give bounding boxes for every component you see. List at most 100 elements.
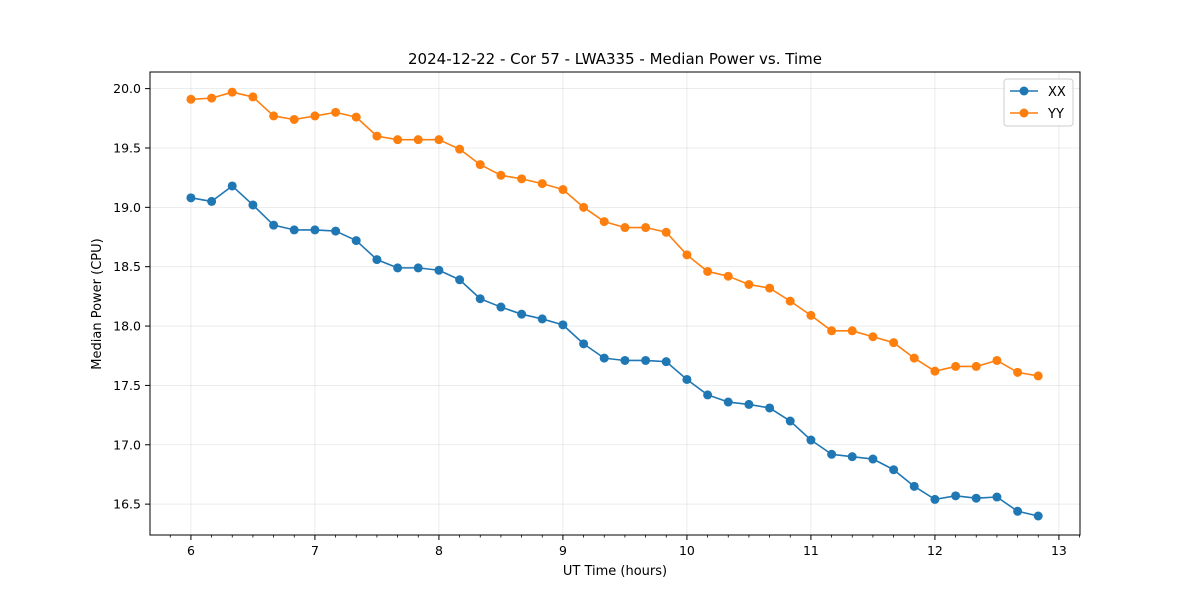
plot-frame bbox=[149, 71, 1081, 536]
data-point-yy bbox=[186, 94, 196, 104]
y-tick-label: 16.5 bbox=[113, 497, 141, 512]
data-point-yy bbox=[413, 135, 423, 145]
data-point-yy bbox=[785, 296, 795, 306]
grid-lines bbox=[150, 72, 1080, 535]
data-point-xx bbox=[1033, 511, 1043, 521]
data-point-xx bbox=[475, 294, 485, 304]
data-point-yy bbox=[930, 366, 940, 376]
data-point-yy bbox=[248, 92, 258, 102]
data-point-xx bbox=[703, 390, 713, 400]
data-point-xx bbox=[289, 225, 299, 235]
data-point-yy bbox=[744, 280, 754, 290]
data-point-yy bbox=[1013, 367, 1023, 377]
data-point-xx bbox=[620, 355, 630, 365]
data-point-yy bbox=[1033, 371, 1043, 381]
data-point-yy bbox=[227, 87, 237, 97]
data-point-yy bbox=[661, 227, 671, 237]
legend-label-yy: YY bbox=[1047, 107, 1064, 122]
data-point-xx bbox=[889, 465, 899, 475]
data-point-yy bbox=[372, 131, 382, 141]
x-axis: 6 7 8 9 10 11 12 13 bbox=[169, 535, 1080, 558]
data-point-xx bbox=[827, 449, 837, 459]
data-point-xx bbox=[723, 397, 733, 407]
legend: XX YY bbox=[1003, 78, 1074, 127]
data-point-xx bbox=[227, 181, 237, 191]
x-axis-label: UT Time (hours) bbox=[563, 564, 667, 579]
data-point-yy bbox=[455, 144, 465, 154]
data-point-yy bbox=[579, 202, 589, 212]
y-tick-label: 17.5 bbox=[113, 378, 141, 393]
x-tick-label: 6 bbox=[187, 543, 195, 558]
data-point-xx bbox=[248, 200, 258, 210]
data-point-yy bbox=[310, 111, 320, 121]
data-point-yy bbox=[351, 112, 361, 122]
y-tick-label: 20.0 bbox=[113, 81, 141, 96]
x-tick-label: 8 bbox=[435, 543, 443, 558]
legend-label-xx: XX bbox=[1048, 85, 1066, 100]
legend-marker-yy bbox=[1019, 108, 1029, 118]
data-point-xx bbox=[186, 193, 196, 203]
data-point-yy bbox=[909, 353, 919, 363]
data-point-xx bbox=[641, 355, 651, 365]
y-tick-label: 17.0 bbox=[113, 437, 141, 452]
data-point-yy bbox=[827, 326, 837, 336]
data-point-xx bbox=[496, 302, 506, 312]
data-point-xx bbox=[517, 309, 527, 319]
data-point-xx bbox=[765, 403, 775, 413]
y-axis-label: Median Power (CPU) bbox=[90, 238, 105, 369]
data-point-xx bbox=[537, 314, 547, 324]
data-point-xx bbox=[269, 220, 279, 230]
data-point-yy bbox=[599, 217, 609, 227]
data-point-yy bbox=[641, 223, 651, 233]
data-point-xx bbox=[413, 263, 423, 273]
data-point-yy bbox=[558, 185, 568, 195]
data-point-xx bbox=[579, 339, 589, 349]
data-point-xx bbox=[785, 416, 795, 426]
series-xx bbox=[186, 181, 1043, 521]
data-point-xx bbox=[331, 226, 341, 236]
data-point-xx bbox=[372, 255, 382, 265]
y-tick-label: 18.0 bbox=[113, 319, 141, 334]
data-point-xx bbox=[909, 481, 919, 491]
data-point-xx bbox=[847, 452, 857, 462]
data-point-yy bbox=[992, 355, 1002, 365]
data-point-xx bbox=[951, 491, 961, 501]
data-point-xx bbox=[351, 236, 361, 246]
data-point-yy bbox=[971, 361, 981, 371]
data-point-xx bbox=[806, 435, 816, 445]
data-point-xx bbox=[434, 265, 444, 275]
y-tick-label: 18.5 bbox=[113, 259, 141, 274]
data-point-yy bbox=[537, 179, 547, 189]
data-point-xx bbox=[661, 357, 671, 367]
data-point-xx bbox=[868, 454, 878, 464]
x-tick-label: 7 bbox=[311, 543, 319, 558]
data-point-yy bbox=[434, 135, 444, 145]
x-tick-label: 9 bbox=[559, 543, 567, 558]
data-point-xx bbox=[930, 494, 940, 504]
y-tick-label: 19.0 bbox=[113, 200, 141, 215]
data-point-yy bbox=[847, 326, 857, 336]
data-point-yy bbox=[951, 361, 961, 371]
data-point-xx bbox=[992, 492, 1002, 502]
data-point-yy bbox=[703, 266, 713, 276]
data-point-xx bbox=[207, 196, 217, 206]
data-point-yy bbox=[620, 223, 630, 233]
data-point-xx bbox=[455, 275, 465, 285]
data-point-yy bbox=[868, 332, 878, 342]
data-point-yy bbox=[889, 338, 899, 348]
data-point-xx bbox=[310, 225, 320, 235]
series-layer bbox=[186, 87, 1043, 521]
data-point-yy bbox=[806, 310, 816, 320]
x-tick-label: 13 bbox=[1051, 543, 1067, 558]
chart-title: 2024-12-22 - Cor 57 - LWA335 - Median Po… bbox=[408, 50, 822, 68]
data-point-yy bbox=[765, 283, 775, 293]
data-point-yy bbox=[517, 174, 527, 184]
y-axis: 16.5 17.0 17.5 18.0 18.5 19.0 19.5 20.0 bbox=[113, 81, 150, 512]
data-point-xx bbox=[393, 263, 403, 273]
data-point-xx bbox=[558, 320, 568, 330]
data-point-yy bbox=[331, 107, 341, 117]
data-point-xx bbox=[1013, 506, 1023, 516]
data-point-yy bbox=[269, 111, 279, 121]
x-tick-label: 12 bbox=[927, 543, 943, 558]
